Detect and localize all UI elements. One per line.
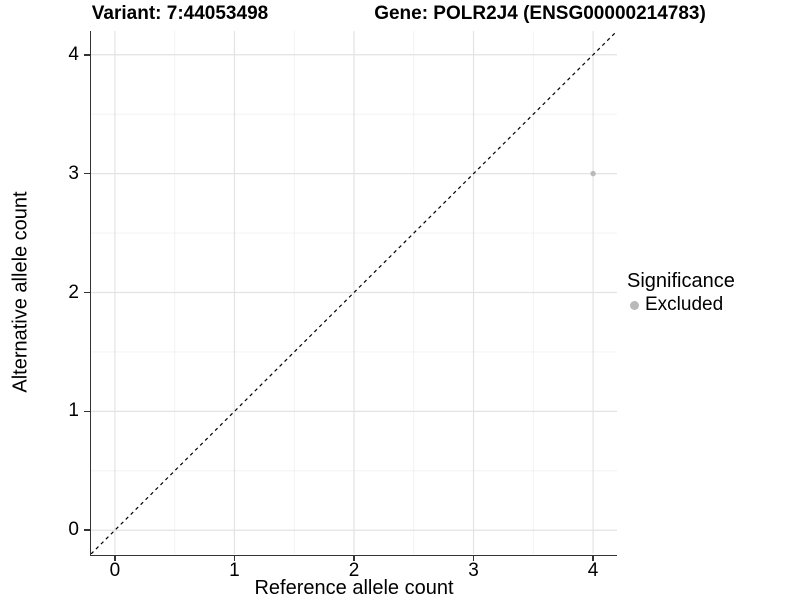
x-tick-label: 4 [587, 560, 599, 581]
x-tick-mark [353, 555, 355, 561]
y-tick-mark [83, 410, 90, 413]
legend: Significance Excluded [627, 270, 735, 316]
y-axis-title: Alternative allele count [9, 191, 32, 393]
identity-dashed-line [90, 31, 617, 554]
y-tick-mark [83, 172, 90, 175]
legend-title: Significance [627, 270, 735, 292]
x-tick-mark [472, 555, 475, 561]
y-tick-mark [83, 529, 90, 531]
legend-item-label: Excluded [645, 294, 724, 315]
y-tick-mark [83, 54, 90, 56]
plot-area-svg [90, 31, 617, 554]
x-tick-label: 0 [109, 560, 121, 581]
y-tick-label: 4 [68, 43, 79, 65]
data-point [589, 170, 596, 177]
y-tick-label: 0 [68, 519, 79, 541]
y-tick-label: 3 [68, 162, 79, 184]
x-tick-label: 3 [468, 560, 479, 581]
legend-point-swatch [630, 300, 639, 310]
x-tick-mark [114, 555, 116, 561]
plot-title-gene: Gene: POLR2J4 (ENSG00000214783) [374, 3, 706, 24]
x-tick-mark [592, 555, 594, 561]
plot-panel [89, 31, 617, 556]
y-tick-label: 1 [68, 400, 79, 422]
x-tick-label: 2 [348, 560, 360, 581]
x-tick-mark [233, 555, 236, 561]
legend-item-excluded: Excluded [627, 294, 735, 316]
x-axis-title: Reference allele count [254, 577, 454, 599]
y-tick-label: 2 [68, 281, 79, 303]
plot-title-variant: Variant: 7:44053498 [91, 3, 269, 24]
y-tick-mark [83, 291, 90, 294]
x-tick-label: 1 [229, 560, 240, 581]
